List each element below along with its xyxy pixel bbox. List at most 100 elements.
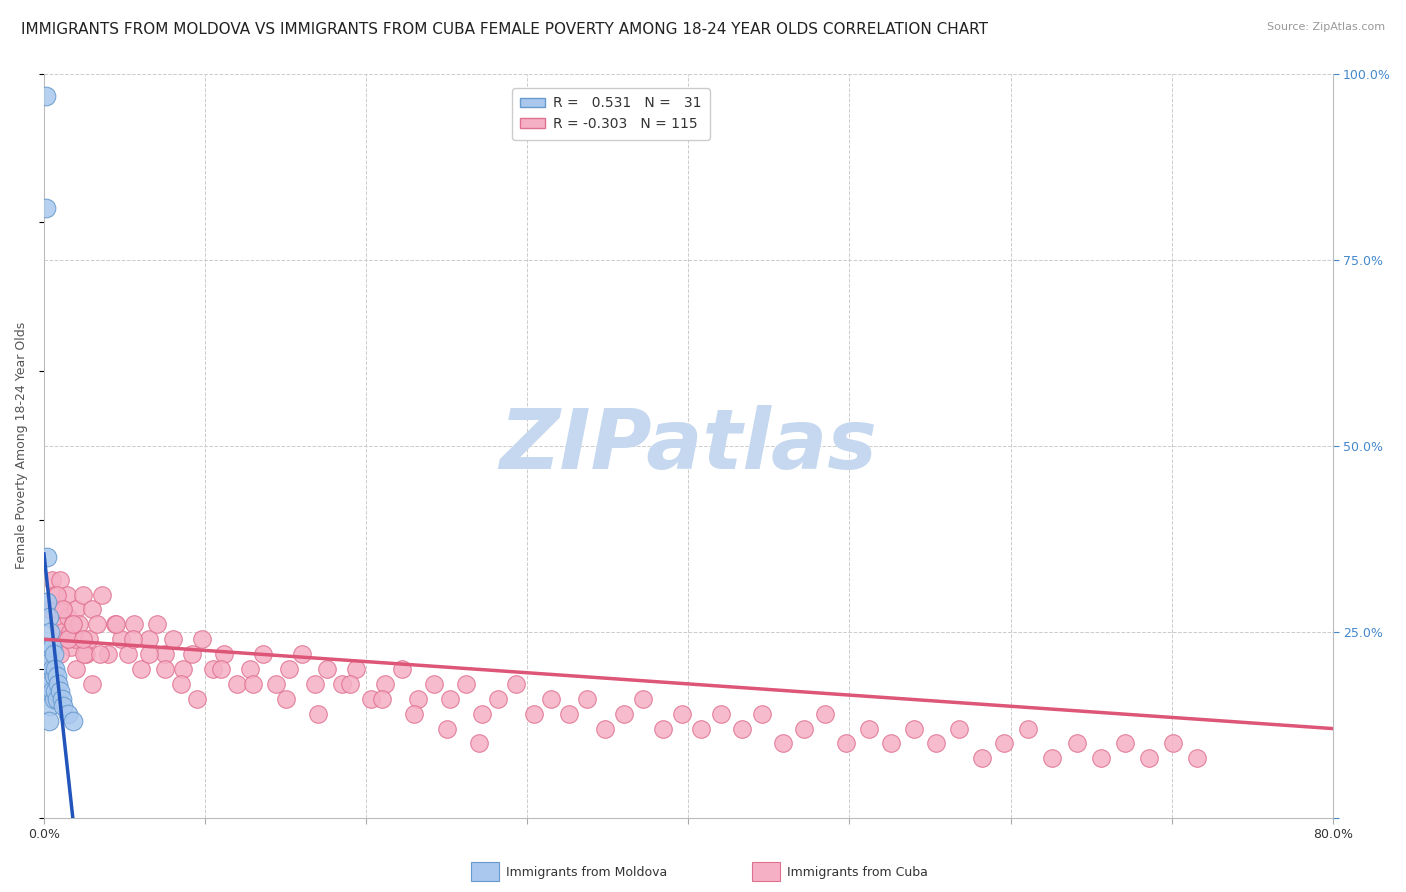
Point <box>903 722 925 736</box>
Point <box>145 617 167 632</box>
Point <box>86 617 108 632</box>
Point <box>209 662 232 676</box>
Point <box>575 691 598 706</box>
Point <box>264 677 287 691</box>
Point <box>172 662 194 676</box>
Point <box>153 662 176 676</box>
Point <box>72 632 94 647</box>
Point <box>48 602 70 616</box>
Point <box>1114 736 1136 750</box>
Point <box>505 677 527 691</box>
Point <box>486 691 509 706</box>
Point <box>468 736 491 750</box>
Point <box>202 662 225 676</box>
Point <box>751 706 773 721</box>
Point <box>89 647 111 661</box>
Point <box>274 691 297 706</box>
Point <box>60 640 83 654</box>
Point <box>39 624 62 639</box>
Point <box>56 632 79 647</box>
Point <box>52 699 75 714</box>
Point <box>439 691 461 706</box>
Point <box>858 722 880 736</box>
Point <box>138 632 160 647</box>
Point <box>558 706 581 721</box>
Point <box>239 662 262 676</box>
Point <box>153 647 176 661</box>
Point <box>304 677 326 691</box>
Point <box>925 736 948 750</box>
Point <box>82 677 104 691</box>
Point <box>56 706 79 721</box>
Point <box>690 722 713 736</box>
Point <box>38 714 60 728</box>
Point <box>181 647 204 661</box>
Point <box>406 691 429 706</box>
Point <box>49 684 72 698</box>
Point <box>55 588 77 602</box>
Legend: R =   0.531   N =   31, R = -0.303   N = 115: R = 0.531 N = 31, R = -0.303 N = 115 <box>512 88 710 139</box>
Point <box>52 602 75 616</box>
Point <box>709 706 731 721</box>
Point <box>45 617 67 632</box>
Point <box>138 647 160 661</box>
Point <box>51 691 73 706</box>
Text: ZIPatlas: ZIPatlas <box>499 405 877 486</box>
Point <box>540 691 562 706</box>
Point <box>730 722 752 736</box>
Point <box>67 617 90 632</box>
Point <box>252 647 274 661</box>
Point <box>37 595 59 609</box>
Point <box>423 677 446 691</box>
Point <box>671 706 693 721</box>
Text: Source: ZipAtlas.com: Source: ZipAtlas.com <box>1267 22 1385 32</box>
Point <box>214 647 236 661</box>
Point <box>38 669 60 683</box>
Point <box>72 588 94 602</box>
Y-axis label: Female Poverty Among 18-24 Year Olds: Female Poverty Among 18-24 Year Olds <box>15 322 28 569</box>
Text: IMMIGRANTS FROM MOLDOVA VS IMMIGRANTS FROM CUBA FEMALE POVERTY AMONG 18-24 YEAR : IMMIGRANTS FROM MOLDOVA VS IMMIGRANTS FR… <box>21 22 988 37</box>
Point <box>316 662 339 676</box>
Point <box>404 706 426 721</box>
Point <box>62 617 84 632</box>
Point <box>97 647 120 661</box>
Point <box>122 617 145 632</box>
Point <box>37 640 59 654</box>
Point <box>39 677 62 691</box>
Point <box>56 610 79 624</box>
Point <box>37 550 59 565</box>
Point <box>75 647 97 661</box>
Point <box>34 201 56 215</box>
Point <box>63 632 86 647</box>
Point <box>993 736 1015 750</box>
Point <box>117 647 139 661</box>
Point <box>49 573 72 587</box>
Bar <box>752 862 780 881</box>
Point <box>523 706 546 721</box>
Point <box>371 691 394 706</box>
Point <box>613 706 636 721</box>
Point <box>38 684 60 698</box>
Point <box>51 624 73 639</box>
Point <box>1161 736 1184 750</box>
Bar <box>471 862 499 881</box>
Point <box>1042 751 1064 765</box>
Point <box>41 662 63 676</box>
Point <box>191 632 214 647</box>
Point <box>62 714 84 728</box>
Point <box>65 662 87 676</box>
Point <box>186 691 208 706</box>
Point <box>77 632 100 647</box>
Point <box>970 751 993 765</box>
Point <box>330 677 353 691</box>
Point <box>880 736 903 750</box>
Point <box>42 669 65 683</box>
Point <box>651 722 673 736</box>
Point <box>1090 751 1112 765</box>
Point <box>948 722 970 736</box>
Point <box>34 88 56 103</box>
Point <box>436 722 458 736</box>
Point <box>105 617 128 632</box>
Point <box>277 662 299 676</box>
Point <box>360 691 382 706</box>
